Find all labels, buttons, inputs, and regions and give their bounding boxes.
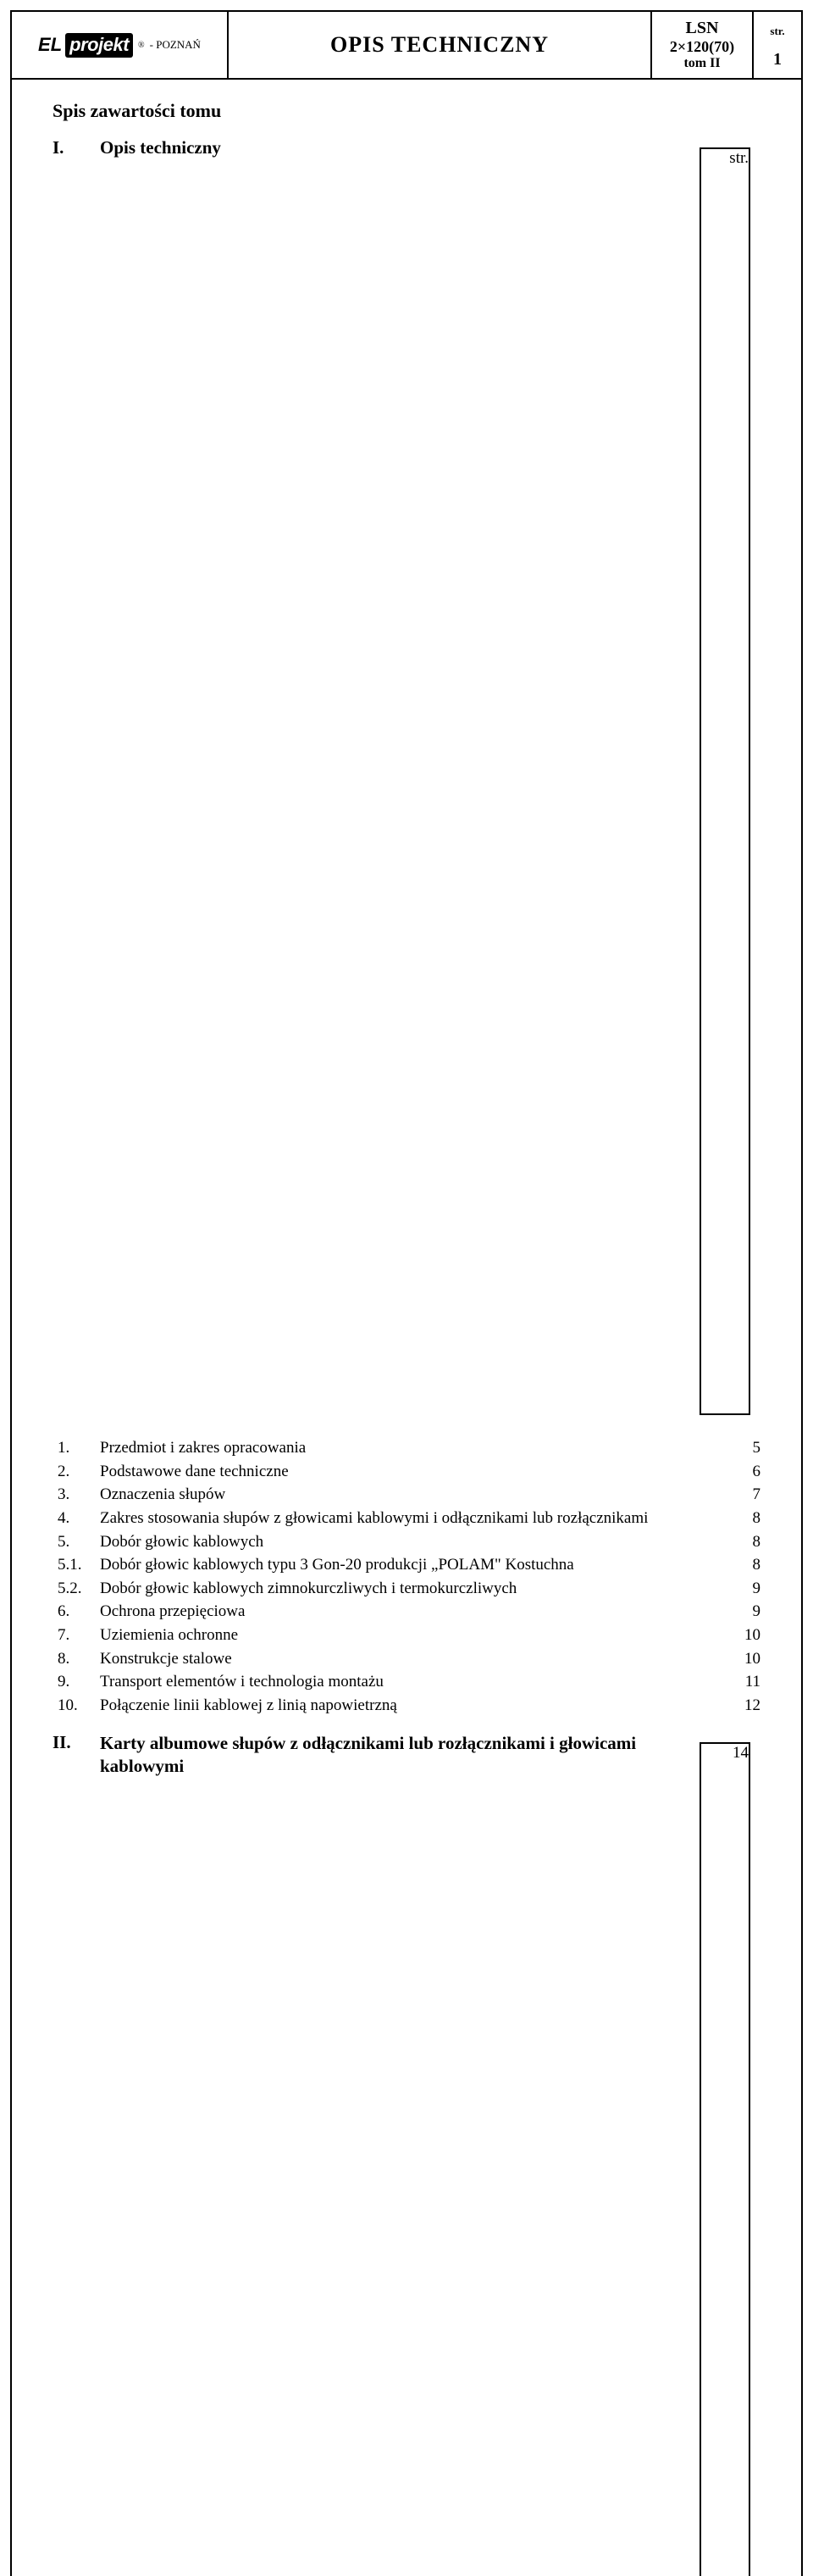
toc-page: 9	[710, 1601, 760, 1623]
toc-label: Ochrona przepięciowa	[100, 1601, 710, 1623]
section2-label: Karty albumowe słupów z odłącznikami lub…	[100, 1732, 689, 2576]
section2-num: II.	[53, 1732, 100, 2576]
section1-label: Opis techniczny	[100, 137, 689, 1425]
toc-label: Dobór głowic kablowych typu 3 Gon-20 pro…	[100, 1554, 710, 1576]
section1-head: I. Opis techniczny str.	[53, 137, 760, 1425]
toc-num: 6.	[53, 1601, 100, 1623]
toc-line: 3.Oznaczenia słupów7	[53, 1484, 760, 1506]
toc-line: 5.Dobór głowic kablowych8	[53, 1531, 760, 1553]
toc-line: 5.2.Dobór głowic kablowych zimnokurczliw…	[53, 1578, 760, 1600]
toc-label: Dobór głowic kablowych zimnokurczliwych …	[100, 1578, 710, 1600]
toc-page: 7	[710, 1484, 760, 1506]
lsn-line3: tom II	[683, 56, 720, 71]
toc-num: 5.1.	[53, 1554, 100, 1576]
toc-label: Podstawowe dane techniczne	[100, 1461, 710, 1483]
toc-num: 2.	[53, 1461, 100, 1483]
toc-num: 5.	[53, 1531, 100, 1553]
toc-num: 7.	[53, 1624, 100, 1646]
section1-items: 1.Przedmiot i zakres opracowania52.Podst…	[53, 1437, 760, 1717]
content-area: Spis zawartości tomu I. Opis techniczny …	[12, 80, 801, 2576]
toc-num: 4.	[53, 1507, 100, 1530]
toc-page: 8	[710, 1507, 760, 1530]
toc-label: Oznaczenia słupów	[100, 1484, 710, 1506]
toc-line: 10.Połączenie linii kablowej z linią nap…	[53, 1695, 760, 1717]
toc-line: 6.Ochrona przepięciowa9	[53, 1601, 760, 1623]
logo-el: EL	[38, 34, 62, 56]
toc-num: 8.	[53, 1648, 100, 1670]
toc-line: 7.Uziemienia ochronne10	[53, 1624, 760, 1646]
toc-num: 5.2.	[53, 1578, 100, 1600]
toc-page: 6	[710, 1461, 760, 1483]
toc-num: 1.	[53, 1437, 100, 1459]
toc-line: 1.Przedmiot i zakres opracowania5	[53, 1437, 760, 1459]
header-lsn-cell: LSN 2×120(70) tom II	[652, 12, 754, 78]
section2: II. Karty albumowe słupów z odłącznikami…	[53, 1732, 760, 2576]
lsn-line2: 2×120(70)	[670, 38, 734, 56]
toc-label: Zakres stosowania słupów z głowicami kab…	[100, 1507, 710, 1530]
toc-label: Połączenie linii kablowej z linią napowi…	[100, 1695, 710, 1717]
toc-page: 11	[710, 1671, 760, 1693]
header-logo-cell: EL projekt ® - POZNAŃ	[12, 12, 229, 78]
page-number: 1	[773, 50, 782, 69]
toc-page: 10	[710, 1648, 760, 1670]
toc-page: 10	[710, 1624, 760, 1646]
toc-label: Dobór głowic kablowych	[100, 1531, 710, 1553]
header-title: OPIS TECHNICZNY	[229, 12, 652, 78]
toc-page: 8	[710, 1531, 760, 1553]
logo-city: - POZNAŃ	[150, 38, 201, 52]
document-page: EL projekt ® - POZNAŃ OPIS TECHNICZNY LS…	[10, 10, 803, 2576]
lsn-line1: LSN	[686, 19, 719, 38]
toc-label: Przedmiot i zakres opracowania	[100, 1437, 710, 1459]
toc-line: 8.Konstrukcje stalowe10	[53, 1648, 760, 1670]
toc-page: 5	[710, 1437, 760, 1459]
toc-num: 3.	[53, 1484, 100, 1506]
page-label: str.	[770, 21, 784, 38]
section1-pagelabel: str.	[700, 147, 750, 1415]
toc-page: 12	[710, 1695, 760, 1717]
section2-head: II. Karty albumowe słupów z odłącznikami…	[53, 1732, 760, 2576]
logo-projekt: projekt	[65, 33, 133, 58]
toc-line: 9.Transport elementów i technologia mont…	[53, 1671, 760, 1693]
toc-line: 4.Zakres stosowania słupów z głowicami k…	[53, 1507, 760, 1530]
toc-label: Uziemienia ochronne	[100, 1624, 710, 1646]
toc-num: 9.	[53, 1671, 100, 1693]
toc-label: Konstrukcje stalowe	[100, 1648, 710, 1670]
header-table: EL projekt ® - POZNAŃ OPIS TECHNICZNY LS…	[12, 12, 801, 80]
toc-line: 2.Podstawowe dane techniczne6	[53, 1461, 760, 1483]
toc-line: 5.1.Dobór głowic kablowych typu 3 Gon-20…	[53, 1554, 760, 1576]
toc-label: Transport elementów i technologia montaż…	[100, 1671, 710, 1693]
section1-num: I.	[53, 137, 100, 1425]
logo-registered: ®	[138, 41, 145, 50]
toc-page: 8	[710, 1554, 760, 1576]
header-page-cell: str. 1	[754, 12, 801, 78]
toc-title: Spis zawartości tomu	[53, 100, 760, 122]
toc-page: 9	[710, 1578, 760, 1600]
toc-num: 10.	[53, 1695, 100, 1717]
section2-page: 14	[700, 1742, 750, 2576]
